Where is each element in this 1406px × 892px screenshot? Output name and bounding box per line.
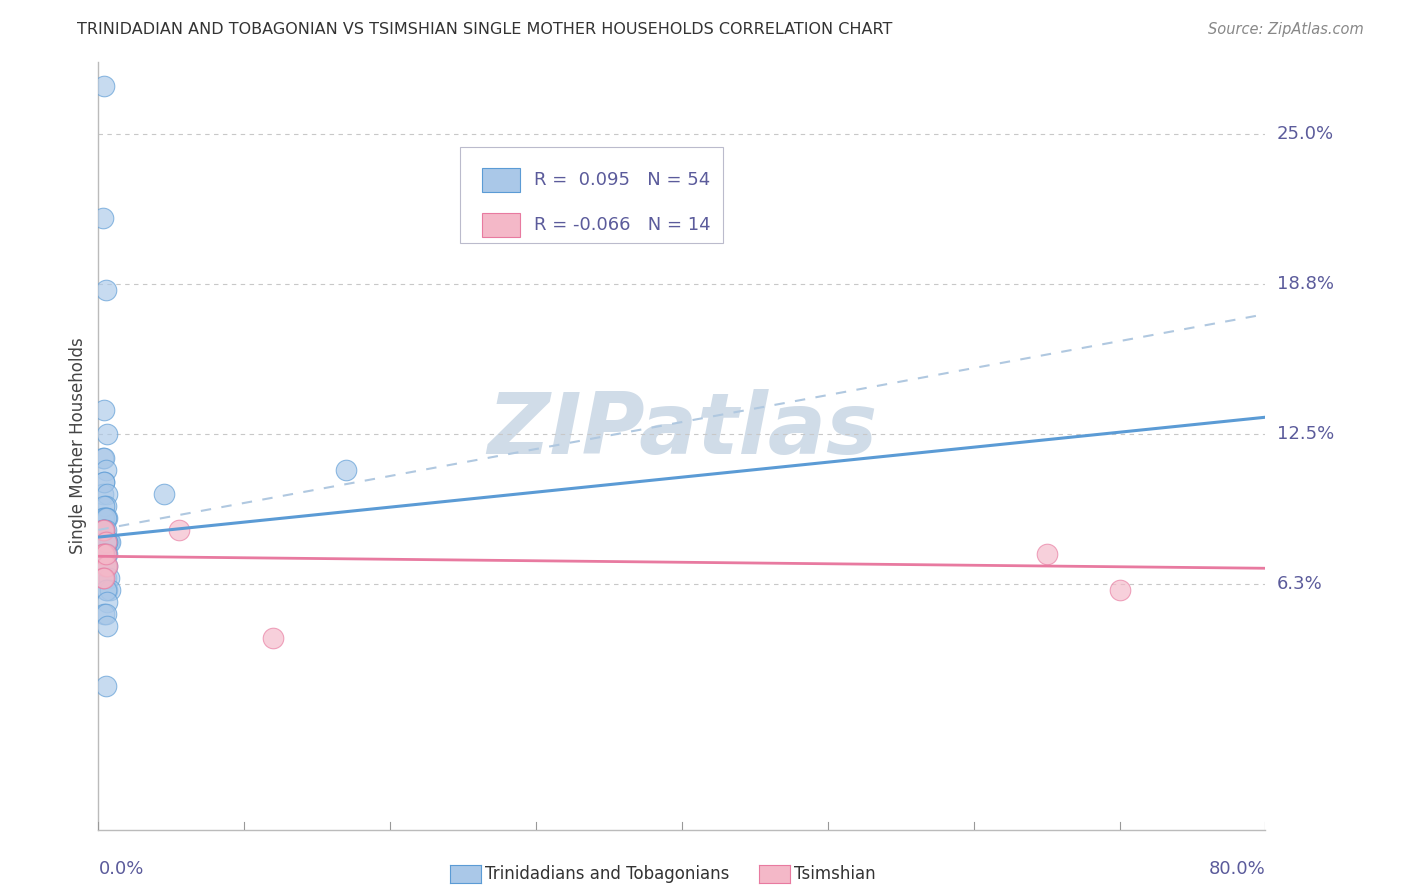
Point: [91, 523, 114, 537]
Point: [94, 499, 117, 513]
Point: [94, 607, 117, 621]
Point: [97, 534, 120, 549]
Point: [93, 523, 115, 537]
Point: [96, 534, 118, 549]
Point: [335, 463, 357, 477]
Point: [93, 475, 115, 489]
Text: 12.5%: 12.5%: [1277, 425, 1334, 443]
Point: [94, 582, 117, 597]
Text: 6.3%: 6.3%: [1277, 574, 1322, 593]
Point: [153, 487, 176, 501]
Point: [96, 534, 118, 549]
Point: [94, 534, 117, 549]
Point: [91, 523, 114, 537]
Text: 0.0%: 0.0%: [98, 860, 143, 878]
Text: Tsimshian: Tsimshian: [794, 865, 876, 883]
Point: [91, 511, 114, 525]
Point: [93, 534, 115, 549]
Text: 80.0%: 80.0%: [1209, 860, 1265, 878]
Point: [94, 547, 117, 561]
Point: [96, 619, 118, 633]
Point: [93, 403, 115, 417]
Point: [93, 511, 115, 525]
Point: [94, 679, 117, 693]
Point: [96, 582, 118, 597]
Point: [96, 487, 118, 501]
Point: [94, 511, 117, 525]
Point: [97, 571, 120, 585]
Point: [94, 558, 117, 573]
Text: TRINIDADIAN AND TOBAGONIAN VS TSIMSHIAN SINGLE MOTHER HOUSEHOLDS CORRELATION CHA: TRINIDADIAN AND TOBAGONIAN VS TSIMSHIAN …: [77, 22, 893, 37]
Point: [94, 511, 117, 525]
Y-axis label: Single Mother Households: Single Mother Households: [69, 338, 87, 554]
Text: Source: ZipAtlas.com: Source: ZipAtlas.com: [1208, 22, 1364, 37]
Point: [96, 558, 118, 573]
Point: [94, 558, 117, 573]
Text: Trinidadians and Tobagonians: Trinidadians and Tobagonians: [485, 865, 730, 883]
Point: [93, 547, 115, 561]
Point: [94, 534, 117, 549]
Text: ZIPatlas: ZIPatlas: [486, 389, 877, 472]
Point: [93, 558, 115, 573]
Point: [93, 571, 115, 585]
Point: [1035, 547, 1057, 561]
Point: [94, 283, 117, 297]
Text: R =  0.095   N = 54: R = 0.095 N = 54: [534, 170, 710, 189]
Point: [93, 607, 115, 621]
Point: [91, 487, 114, 501]
Point: [94, 534, 117, 549]
Point: [93, 523, 115, 537]
Point: [93, 547, 115, 561]
Point: [94, 463, 117, 477]
Point: [96, 547, 118, 561]
Point: [91, 571, 114, 585]
Point: [93, 571, 115, 585]
Point: [93, 450, 115, 465]
Point: [91, 450, 114, 465]
Point: [94, 534, 117, 549]
Point: [98, 582, 121, 597]
Point: [91, 523, 114, 537]
Text: 18.8%: 18.8%: [1277, 276, 1333, 293]
Point: [96, 595, 118, 609]
FancyBboxPatch shape: [460, 147, 723, 243]
Point: [96, 511, 118, 525]
Point: [91, 547, 114, 561]
Point: [91, 211, 114, 226]
Point: [96, 534, 118, 549]
Point: [96, 427, 118, 442]
Text: R = -0.066   N = 14: R = -0.066 N = 14: [534, 216, 710, 234]
Point: [93, 523, 115, 537]
Point: [93, 475, 115, 489]
Point: [93, 499, 115, 513]
FancyBboxPatch shape: [482, 213, 520, 237]
Point: [96, 558, 118, 573]
Point: [94, 571, 117, 585]
Point: [98, 534, 121, 549]
Point: [94, 547, 117, 561]
Text: 25.0%: 25.0%: [1277, 126, 1334, 144]
Point: [94, 523, 117, 537]
FancyBboxPatch shape: [482, 168, 520, 192]
Point: [1108, 582, 1130, 597]
Point: [262, 631, 284, 645]
Point: [93, 79, 115, 94]
Point: [91, 547, 114, 561]
Point: [167, 523, 190, 537]
Point: [94, 547, 117, 561]
